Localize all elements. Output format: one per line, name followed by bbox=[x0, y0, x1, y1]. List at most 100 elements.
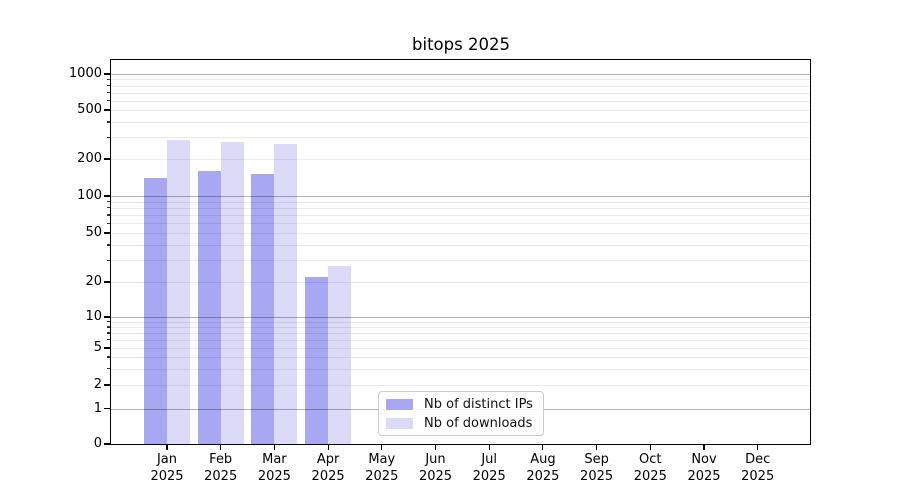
y-tick-minor bbox=[106, 136, 110, 138]
gridline-minor bbox=[111, 233, 810, 234]
x-tick bbox=[381, 445, 383, 450]
gridline-minor bbox=[111, 244, 810, 246]
bar-ips-jan bbox=[144, 178, 167, 444]
y-tick bbox=[104, 109, 110, 111]
gridline-minor bbox=[111, 282, 810, 283]
y-tick-minor bbox=[106, 339, 110, 341]
x-tick-label: Nov 2025 bbox=[687, 452, 721, 484]
x-tick-label: Aug 2025 bbox=[526, 452, 560, 484]
x-tick bbox=[542, 445, 544, 450]
y-tick-minor bbox=[106, 91, 110, 94]
y-tick-label: 5 bbox=[93, 340, 102, 355]
x-tick-label: May 2025 bbox=[365, 452, 399, 484]
y-tick-label: 0 bbox=[93, 436, 102, 451]
bar-ips-feb bbox=[197, 170, 221, 444]
legend-label: Nb of distinct IPs bbox=[424, 396, 533, 412]
chart-title: bitops 2025 bbox=[412, 35, 510, 54]
gridline-minor bbox=[111, 321, 810, 323]
bar-downloads-apr bbox=[328, 265, 352, 444]
gridline-minor bbox=[111, 100, 810, 102]
y-tick-minor bbox=[106, 84, 110, 87]
x-tick-label: Jul 2025 bbox=[472, 452, 506, 484]
y-tick-minor bbox=[106, 121, 110, 123]
y-tick-minor bbox=[106, 78, 110, 81]
y-tick-minor bbox=[106, 332, 110, 334]
y-tick bbox=[104, 407, 110, 410]
x-tick bbox=[220, 445, 222, 450]
y-tick-minor bbox=[106, 214, 110, 216]
y-tick-minor bbox=[106, 326, 110, 328]
x-tick bbox=[596, 445, 598, 450]
x-tick bbox=[327, 445, 329, 450]
gridline-minor bbox=[111, 79, 810, 81]
gridline-minor bbox=[111, 326, 810, 328]
y-tick bbox=[104, 73, 110, 75]
bar-ips-apr bbox=[305, 276, 329, 444]
y-tick-minor bbox=[106, 244, 110, 246]
gridline-minor bbox=[111, 332, 810, 334]
y-tick-label: 10 bbox=[85, 309, 102, 324]
y-tick bbox=[104, 158, 110, 160]
x-tick bbox=[273, 445, 275, 450]
gridline-minor bbox=[111, 201, 810, 203]
y-tick-label: 2 bbox=[93, 377, 102, 392]
x-tick-label: Jan 2025 bbox=[150, 452, 184, 484]
y-tick-label: 200 bbox=[77, 151, 102, 166]
x-tick bbox=[434, 445, 437, 450]
y-tick bbox=[104, 384, 110, 386]
x-tick-label: Mar 2025 bbox=[257, 452, 291, 484]
x-tick bbox=[757, 445, 759, 450]
gridline-minor bbox=[111, 110, 810, 111]
gridline-minor bbox=[111, 385, 810, 386]
gridline-minor bbox=[111, 92, 810, 94]
gridline-minor bbox=[111, 137, 810, 139]
gridline-minor bbox=[111, 121, 810, 123]
y-tick-minor bbox=[106, 356, 110, 358]
y-tick bbox=[104, 316, 110, 318]
legend-label: Nb of downloads bbox=[424, 415, 533, 431]
y-tick-minor bbox=[106, 99, 110, 102]
y-tick-minor bbox=[106, 259, 110, 261]
gridline-minor bbox=[111, 368, 810, 370]
y-tick bbox=[104, 232, 110, 234]
gridline-minor bbox=[111, 223, 810, 225]
gridline-minor bbox=[111, 207, 810, 209]
bar-downloads-mar bbox=[274, 143, 298, 444]
y-tick-minor bbox=[106, 201, 110, 203]
x-tick-label: Jun 2025 bbox=[418, 452, 453, 484]
y-tick-minor bbox=[106, 368, 110, 370]
y-tick bbox=[104, 443, 110, 445]
bar-ips-mar bbox=[251, 174, 275, 444]
bar-downloads-feb bbox=[220, 141, 244, 444]
gridline-major bbox=[111, 74, 810, 75]
y-tick-minor bbox=[106, 321, 110, 323]
gridline-minor bbox=[111, 85, 810, 87]
gridline-minor bbox=[111, 260, 810, 262]
y-tick-minor bbox=[106, 207, 110, 209]
legend-swatch-distinct-ips bbox=[386, 398, 413, 410]
y-tick-label: 20 bbox=[85, 274, 102, 289]
x-tick-label: Oct 2025 bbox=[633, 452, 667, 484]
gridline-minor bbox=[111, 339, 810, 341]
plot-area bbox=[110, 59, 811, 445]
gridline-minor bbox=[111, 357, 810, 358]
y-tick bbox=[104, 195, 110, 197]
y-tick-label: 500 bbox=[77, 102, 102, 117]
grid-layer bbox=[111, 60, 810, 444]
x-tick bbox=[703, 445, 705, 450]
y-tick-label: 1000 bbox=[68, 66, 102, 81]
gridline-minor bbox=[111, 159, 810, 160]
legend-row: Nb of distinct IPs bbox=[386, 396, 536, 412]
bars-layer bbox=[111, 60, 810, 444]
gridline-major bbox=[111, 196, 810, 197]
gridline-major bbox=[111, 317, 810, 318]
x-tick-label: Dec 2025 bbox=[741, 452, 775, 484]
y-tick-label: 100 bbox=[77, 188, 102, 203]
x-tick bbox=[649, 445, 651, 450]
y-tick bbox=[104, 281, 110, 283]
legend-row: Nb of downloads bbox=[386, 415, 536, 431]
x-tick-label: Sep 2025 bbox=[580, 452, 614, 484]
legend-swatch-downloads bbox=[386, 417, 413, 429]
x-tick bbox=[166, 445, 168, 450]
gridline-minor bbox=[111, 215, 810, 217]
